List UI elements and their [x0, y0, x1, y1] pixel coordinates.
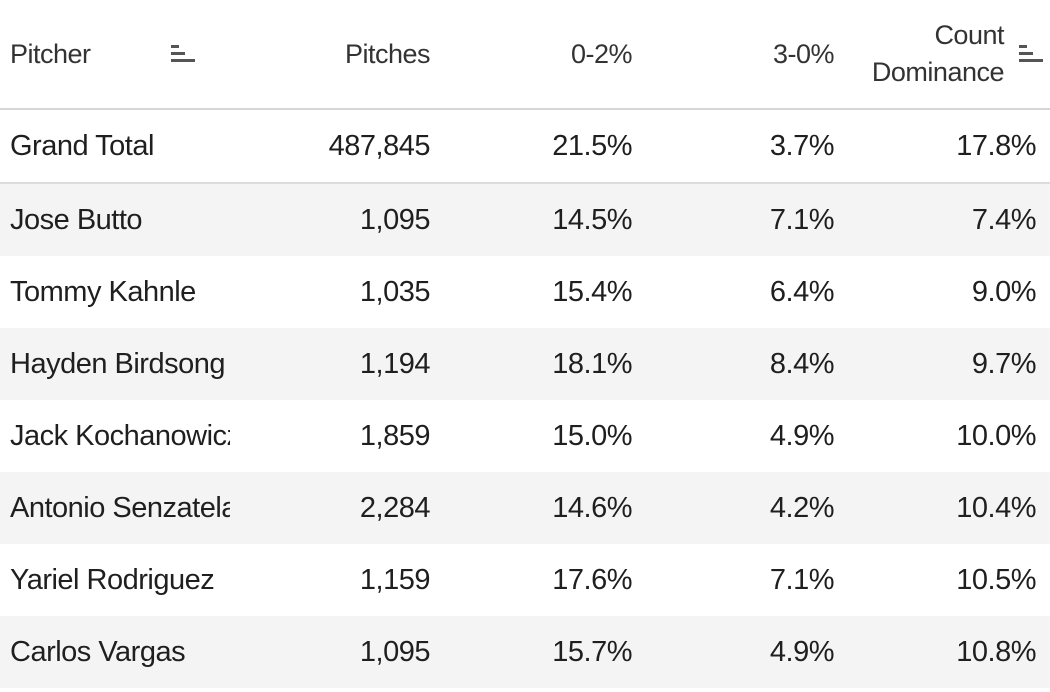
pitcher-cell: Jack Kochanowicz	[10, 419, 230, 452]
grand-total-three-zero: 3.7%	[769, 129, 834, 162]
count-dominance-cell: 10.5%	[956, 563, 1036, 596]
pitcher-cell: Hayden Birdsong	[10, 347, 225, 380]
grand-total-zero-two: 21.5%	[552, 129, 632, 162]
three-zero-cell: 7.1%	[769, 203, 834, 236]
grand-total-count-dominance: 17.8%	[956, 129, 1036, 162]
pitches-cell: 1,194	[359, 347, 430, 380]
three-zero-cell: 4.2%	[769, 491, 834, 524]
zero-two-cell: 14.6%	[552, 491, 632, 524]
three-zero-cell: 7.1%	[769, 563, 834, 596]
zero-two-cell: 15.7%	[552, 635, 632, 668]
header-zero-two[interactable]: 0-2%	[570, 38, 632, 69]
sort-ascending-icon[interactable]	[1018, 43, 1044, 65]
header-count-dominance-line1: Count	[934, 20, 1004, 50]
pitcher-cell: Carlos Vargas	[10, 635, 186, 668]
table-row[interactable]: Jack Kochanowicz 1,859 15.0% 4.9% 10.0%	[0, 400, 1050, 472]
pitches-cell: 1,159	[359, 563, 430, 596]
grand-total-pitches: 487,845	[328, 129, 430, 162]
zero-two-cell: 17.6%	[552, 563, 632, 596]
grand-total-row: Grand Total 487,845 21.5% 3.7% 17.8%	[0, 110, 1050, 184]
count-dominance-cell: 10.0%	[956, 419, 1036, 452]
table-header: Pitcher Pitches 0-2% 3-0% Count Dominanc…	[0, 0, 1050, 110]
three-zero-cell: 4.9%	[769, 635, 834, 668]
table-row[interactable]: Hayden Birdsong 1,194 18.1% 8.4% 9.7%	[0, 328, 1050, 400]
three-zero-cell: 6.4%	[769, 275, 834, 308]
header-pitcher-label: Pitcher	[10, 38, 91, 69]
zero-two-cell: 18.1%	[552, 347, 632, 380]
count-dominance-cell: 9.0%	[971, 275, 1037, 308]
count-dominance-cell: 10.4%	[956, 491, 1036, 524]
pitcher-cell: Antonio Senzatela	[10, 491, 230, 524]
pitches-cell: 2,284	[359, 491, 430, 524]
zero-two-cell: 15.0%	[552, 419, 632, 452]
count-dominance-cell: 9.7%	[971, 347, 1037, 380]
header-count-dominance-label: Count Dominance	[871, 17, 1005, 91]
pitches-cell: 1,859	[359, 419, 430, 452]
pitches-cell: 1,035	[359, 275, 430, 308]
three-zero-cell: 4.9%	[769, 419, 834, 452]
header-pitches[interactable]: Pitches	[344, 38, 430, 69]
table-row[interactable]: Antonio Senzatela 2,284 14.6% 4.2% 10.4%	[0, 472, 1050, 544]
pitcher-cell: Tommy Kahnle	[10, 275, 196, 308]
table-row[interactable]: Carlos Vargas 1,095 15.7% 4.9% 10.8%	[0, 616, 1050, 688]
zero-two-cell: 15.4%	[552, 275, 632, 308]
pitches-cell: 1,095	[359, 635, 430, 668]
pitcher-cell: Yariel Rodriguez	[10, 563, 215, 596]
pitcher-cell: Jose Butto	[10, 203, 143, 236]
table-row[interactable]: Yariel Rodriguez 1,159 17.6% 7.1% 10.5%	[0, 544, 1050, 616]
header-count-dominance[interactable]: Count Dominance	[834, 17, 1050, 91]
table-row[interactable]: Tommy Kahnle 1,035 15.4% 6.4% 9.0%	[0, 256, 1050, 328]
header-count-dominance-line2: Dominance	[871, 57, 1005, 87]
grand-total-pitcher: Grand Total	[10, 129, 154, 162]
table-row[interactable]: Jose Butto 1,095 14.5% 7.1% 7.4%	[0, 184, 1050, 256]
count-dominance-cell: 10.8%	[956, 635, 1036, 668]
pitches-cell: 1,095	[359, 203, 430, 236]
zero-two-cell: 14.5%	[552, 203, 632, 236]
count-dominance-cell: 7.4%	[971, 203, 1037, 236]
sort-icon[interactable]	[170, 43, 196, 65]
header-pitcher[interactable]: Pitcher	[0, 39, 230, 70]
header-three-zero[interactable]: 3-0%	[772, 38, 834, 69]
three-zero-cell: 8.4%	[769, 347, 834, 380]
